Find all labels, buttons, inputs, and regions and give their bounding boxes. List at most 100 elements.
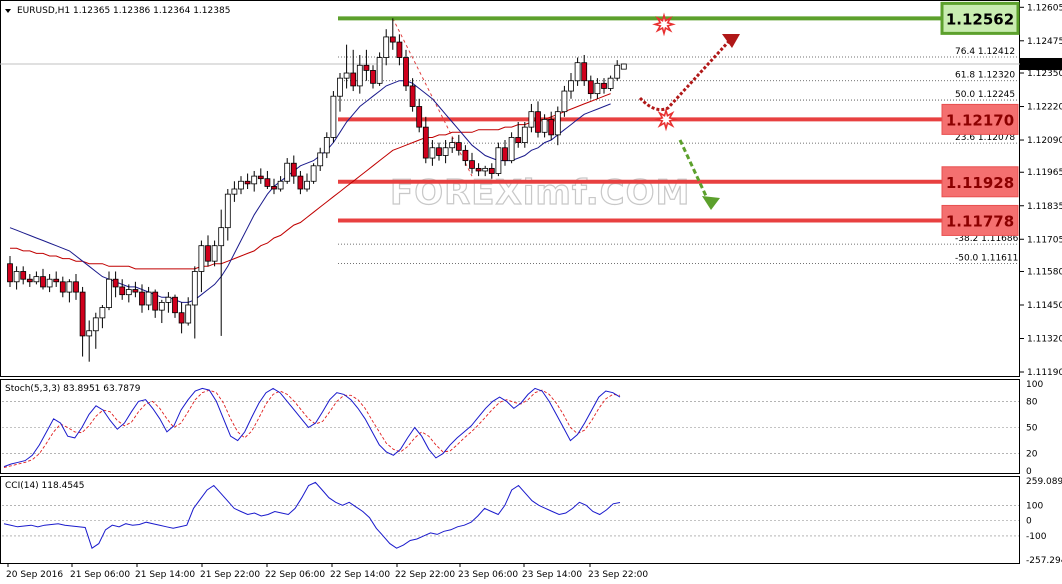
candle-body — [40, 276, 46, 288]
stoch-header: Stoch(5,3,3) 83.8951 63.7879 — [5, 384, 141, 394]
cci-line — [3, 481, 621, 549]
candle-body — [614, 64, 621, 79]
stoch-axis-label: 50 — [1026, 424, 1038, 434]
support-price-label: 1.11928 — [946, 174, 1014, 192]
bullish-arrow — [638, 38, 732, 112]
candle-body — [620, 63, 627, 70]
candle-body — [125, 289, 132, 296]
candle-body — [469, 160, 475, 169]
candle-body — [568, 80, 574, 92]
stoch-axis-label: 100 — [1026, 380, 1043, 390]
candle-body — [462, 149, 469, 162]
bullish-arrowhead-icon — [722, 34, 740, 48]
candle-body — [218, 227, 225, 247]
watermark: FOREXimf.COM — [390, 173, 690, 213]
candle-body — [535, 111, 541, 133]
bearish-arrowhead-icon — [702, 196, 720, 210]
cci-panel-frame — [0, 476, 1020, 564]
candle-body — [554, 111, 561, 136]
candle-body — [86, 330, 93, 337]
candle-body — [442, 147, 449, 156]
price-axis-label: 1.11705 — [1027, 235, 1062, 245]
time-axis-label: 22 Sep 06:00 — [265, 570, 325, 580]
candle-body — [337, 77, 343, 97]
cci-axis-label: 0 — [1026, 517, 1032, 527]
candle-body — [205, 245, 211, 262]
resistance-price-box — [940, 1, 1020, 35]
candle-body — [211, 245, 218, 262]
candle-body — [422, 126, 429, 159]
candle-body — [574, 62, 581, 82]
price-axis-label: 1.11450 — [1027, 301, 1062, 311]
support-price-box — [941, 166, 1019, 198]
candle-body — [343, 72, 350, 79]
price-axis-label: 1.12090 — [1027, 136, 1062, 146]
candle-body — [231, 188, 238, 195]
candle-body — [310, 165, 317, 182]
stoch-axis-label: 80 — [1026, 397, 1038, 407]
candle-body — [449, 142, 456, 149]
candle-body — [119, 286, 126, 296]
time-axis-label: 21 Sep 14:00 — [135, 570, 195, 580]
candle-body — [145, 291, 152, 306]
current-price-label: 1.12385 — [1023, 60, 1060, 70]
candle-body — [528, 111, 535, 128]
candle-body — [548, 119, 555, 136]
time-axis-label: 23 Sep 14:00 — [522, 570, 582, 580]
candle-body — [521, 126, 528, 144]
candle-body — [99, 307, 106, 319]
time-axis-label: 22 Sep 22:00 — [395, 570, 455, 580]
fib-level-label: 61.8 1.12320 — [955, 71, 1015, 81]
candle-body — [33, 276, 40, 283]
support-price-box — [941, 103, 1019, 135]
candle-body — [132, 289, 139, 293]
candle-body — [475, 167, 482, 172]
stoch-axis-label: 0 — [1026, 467, 1032, 477]
candle-body — [66, 281, 73, 293]
candle-body — [244, 180, 251, 185]
candle-body — [165, 296, 172, 303]
stoch-panel-frame — [0, 379, 1020, 474]
candle-body — [488, 167, 495, 174]
candle-body — [396, 41, 403, 58]
price-axis-label: 1.12605 — [1027, 3, 1062, 13]
candle-body — [7, 263, 13, 283]
candle-body — [264, 178, 271, 187]
price-axis-label: 1.11320 — [1027, 334, 1062, 344]
candle-body — [224, 193, 231, 229]
symbol-dropdown-icon[interactable] — [5, 9, 11, 13]
candle-body — [53, 278, 60, 283]
price-axis-label: 1.11965 — [1027, 168, 1062, 178]
candle-body — [158, 302, 165, 311]
candle-body — [541, 119, 548, 133]
candle-body — [59, 281, 66, 293]
price-axis-label: 1.11190 — [1027, 368, 1062, 378]
candle-body — [389, 36, 396, 43]
candle-body — [601, 82, 607, 89]
fib-level-label: 23.6 1.12078 — [955, 133, 1015, 143]
price-axis-label: 1.11835 — [1027, 202, 1062, 212]
candle-body — [495, 147, 502, 174]
candle-body — [409, 85, 416, 107]
candle-body — [436, 147, 442, 156]
candle-body — [416, 106, 423, 128]
candle-body — [185, 304, 192, 324]
cci-axis-label: -257.2948 — [1026, 556, 1062, 566]
current-price-badge — [1020, 57, 1062, 70]
candle-body — [508, 137, 515, 162]
candle-body — [356, 64, 363, 87]
candle-body — [376, 57, 383, 84]
candle-body — [297, 175, 304, 190]
candle-body — [403, 57, 409, 87]
time-axis-label: 21 Sep 22:00 — [200, 570, 260, 580]
candle-body — [73, 281, 79, 293]
candle-body — [363, 64, 370, 71]
candle-body — [92, 317, 99, 332]
support-price-box — [941, 204, 1019, 236]
price-axis-label: 1.12475 — [1027, 37, 1062, 47]
time-axis-label: 22 Sep 14:00 — [330, 570, 390, 580]
slow-moving-average-line — [10, 93, 611, 270]
main-chart-header: EURUSD,H1 1.12365 1.12386 1.12364 1.1238… — [17, 6, 230, 16]
